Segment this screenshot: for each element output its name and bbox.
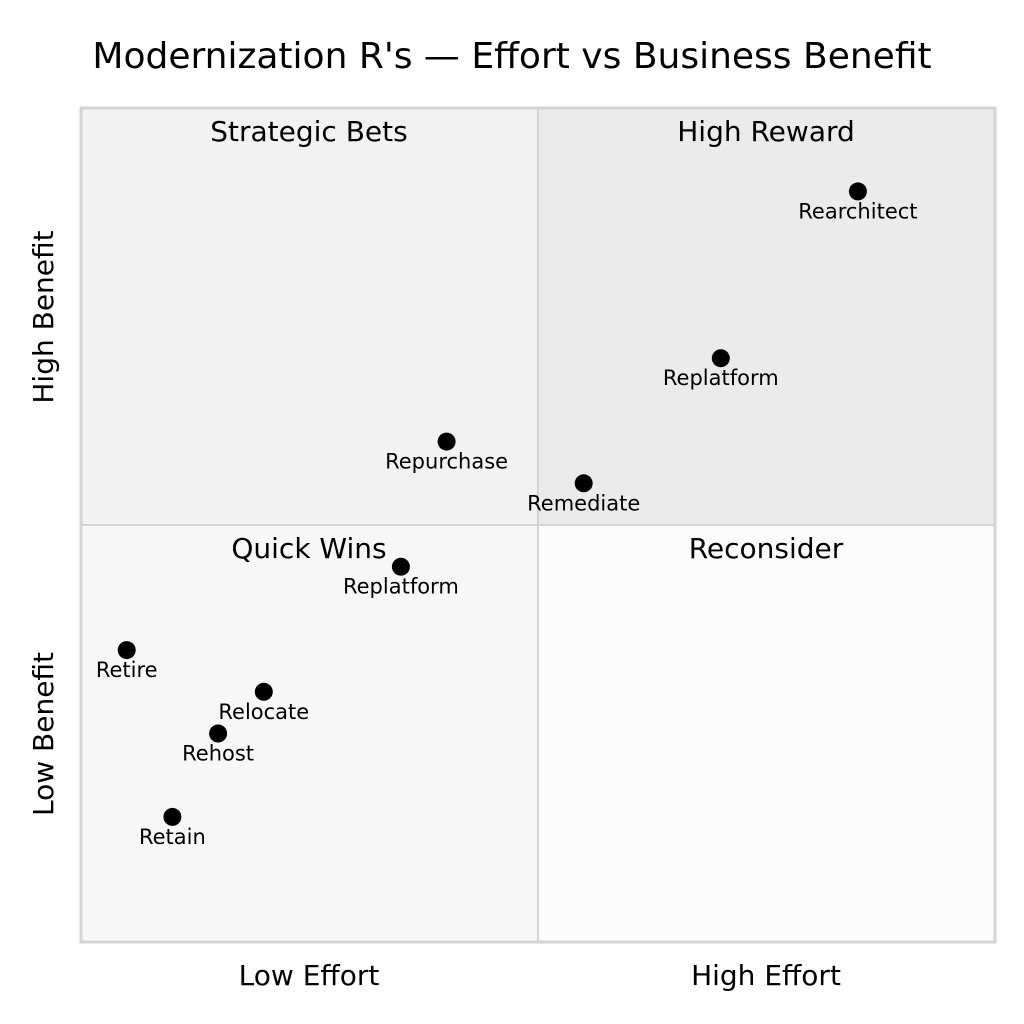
quadrant-label-bottom-left: Quick Wins [231, 532, 386, 565]
quadrant-top-right [538, 108, 995, 525]
data-points: Rearchitect Replatform Repurchase Remediate… [96, 182, 918, 849]
quadrant-bottom-left [81, 525, 538, 942]
quadrant-bottom-right [538, 525, 995, 942]
data-point-label-0: Rearchitect [798, 199, 917, 223]
data-point-6 [254, 682, 273, 701]
quadrant-top-left [81, 108, 538, 525]
x-axis-high-label: High Effort [691, 959, 841, 992]
data-point-label-8: Retain [139, 825, 206, 849]
data-point-1 [711, 349, 730, 368]
data-point-0 [848, 182, 867, 201]
quadrant-label-top-right: High Reward [677, 115, 855, 148]
data-point-label-6: Relocate [218, 700, 309, 724]
data-point-4 [391, 557, 410, 576]
data-point-3 [574, 474, 593, 493]
plot-area [79, 106, 997, 944]
data-point-8 [163, 807, 182, 826]
quadrant-label-top-left: Strategic Bets [210, 115, 407, 148]
data-point-2 [437, 432, 456, 451]
data-point-label-5: Retire [96, 658, 158, 682]
data-point-5 [117, 641, 136, 660]
y-axis-high-label: High Benefit [27, 230, 60, 403]
data-point-label-2: Repurchase [385, 450, 508, 474]
data-point-label-1: Replatform [663, 366, 779, 390]
y-axis-low-label: Low Benefit [27, 652, 60, 816]
data-point-label-3: Remediate [527, 491, 640, 515]
quadrant-label-bottom-right: Reconsider [689, 532, 844, 565]
data-point-label-7: Rehost [182, 742, 254, 766]
data-point-7 [209, 724, 228, 743]
chart-title: Modernization R's — Effort vs Business B… [92, 36, 931, 77]
x-axis-low-label: Low Effort [239, 959, 380, 992]
data-point-label-4: Replatform [343, 575, 459, 599]
